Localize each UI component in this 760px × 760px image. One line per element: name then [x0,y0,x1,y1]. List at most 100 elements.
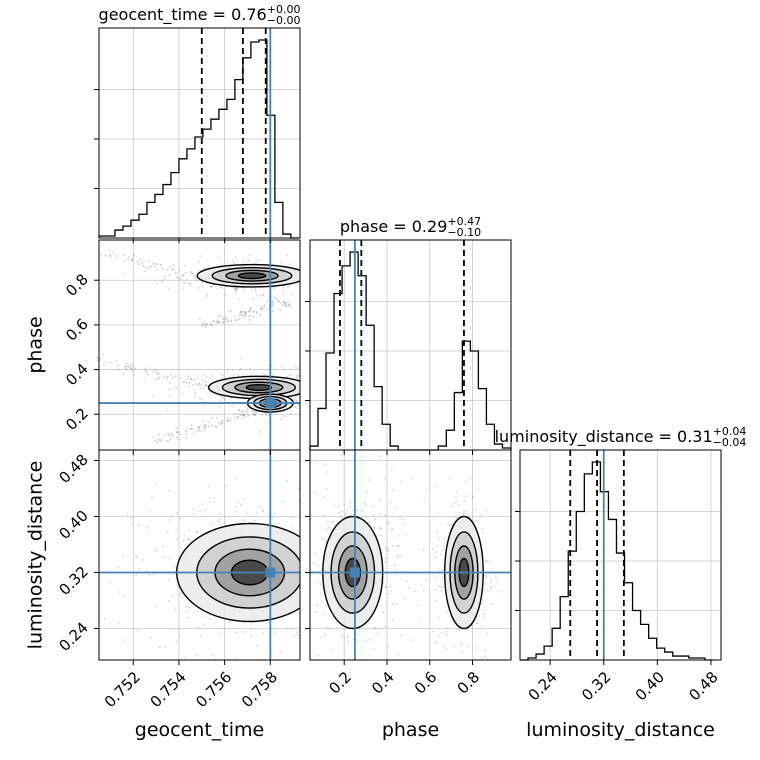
scatter-point [210,285,213,288]
scatter-point [262,510,264,513]
scatter-point [156,263,159,266]
scatter-point [203,426,206,429]
scatter-point [173,565,175,568]
scatter-point [155,282,158,285]
scatter-point [193,378,196,381]
scatter-point [199,255,202,258]
scatter-point [425,489,428,492]
scatter-point [168,388,170,391]
scatter-point [352,638,355,640]
scatter-point [254,288,257,291]
scatter-point [201,419,204,422]
scatter-point [234,319,237,322]
scatter-point [443,545,445,548]
scatter-point [218,257,221,260]
scatter-point [103,364,105,366]
scatter-point [441,548,444,551]
scatter-point [481,608,484,611]
title-luminosity_distance: luminosity_distance = 0.31+0.04 [495,425,747,447]
scatter-point [490,587,493,590]
scatter-point [220,399,223,402]
scatter-point [480,625,483,628]
scatter-point [467,513,469,516]
scatter-point [256,259,258,262]
scatter-point [241,314,244,317]
scatter-point [218,321,221,324]
scatter-point [209,323,212,326]
scatter-point [384,556,387,559]
scatter-point [237,416,239,419]
scatter-point [144,266,147,269]
scatter-point [271,516,274,519]
scatter-point [251,409,253,412]
scatter-point [286,479,289,482]
x-tick-label-phase: 0.4 [368,668,398,698]
scatter-point [171,594,174,597]
scatter-point [274,512,277,515]
scatter-point [277,300,280,303]
scatter-point [440,553,442,556]
scatter-point [135,556,137,559]
scatter-point [454,511,457,514]
scatter-point [109,255,112,258]
scatter-point [187,377,189,380]
scatter-point [288,303,290,306]
scatter-point [443,538,446,540]
scatter-point [489,582,492,584]
scatter-point [169,438,172,441]
scatter-point [242,410,245,412]
scatter-point [181,393,184,395]
scatter-point [242,373,245,376]
scatter-point [239,313,242,316]
scatter-point [102,353,104,356]
scatter-point [254,410,256,413]
scatter-point [144,367,147,370]
scatter-point [134,367,137,370]
scatter-point [390,529,393,531]
scatter-point [440,585,442,588]
scatter-point [465,629,468,631]
scatter-point [440,569,443,572]
scatter-point [490,602,493,605]
title-plus-error: +0.00 [267,3,301,16]
scatter-point [402,523,405,526]
scatter-point [379,534,382,537]
scatter-point [313,562,315,565]
scatter-point [218,518,220,520]
scatter-point [211,654,214,656]
scatter-point [391,618,394,621]
scatter-point [447,522,449,525]
scatter-point [374,518,376,520]
scatter-point [226,420,229,423]
title-minus-error: −0.04 [713,436,747,449]
scatter-point [170,432,173,435]
scatter-point [485,577,488,579]
scatter-point [200,430,203,432]
y-tick-label-phase: 0.2 [62,404,92,434]
scatter-point [406,580,408,583]
scatter-point [160,279,163,282]
scatter-point [384,586,387,589]
scatter-point [191,383,194,386]
scatter-point [190,283,192,286]
scatter-point [194,383,197,386]
scatter-point [442,645,445,648]
scatter-point [172,264,175,267]
scatter-point [204,322,207,325]
scatter-point [209,285,212,288]
scatter-point [234,510,237,513]
scatter-point [171,434,174,436]
scatter-point [191,272,194,275]
scatter-point [289,374,291,377]
scatter-point [184,430,187,433]
scatter-point [313,491,316,494]
scatter-point [203,324,206,327]
scatter-point [140,258,142,261]
scatter-point [469,476,472,479]
scatter-point [435,545,438,548]
scatter-point [149,636,152,639]
scatter-point [115,360,118,363]
scatter-point [240,410,243,413]
scatter-point [410,477,413,480]
scatter-point [462,511,465,514]
